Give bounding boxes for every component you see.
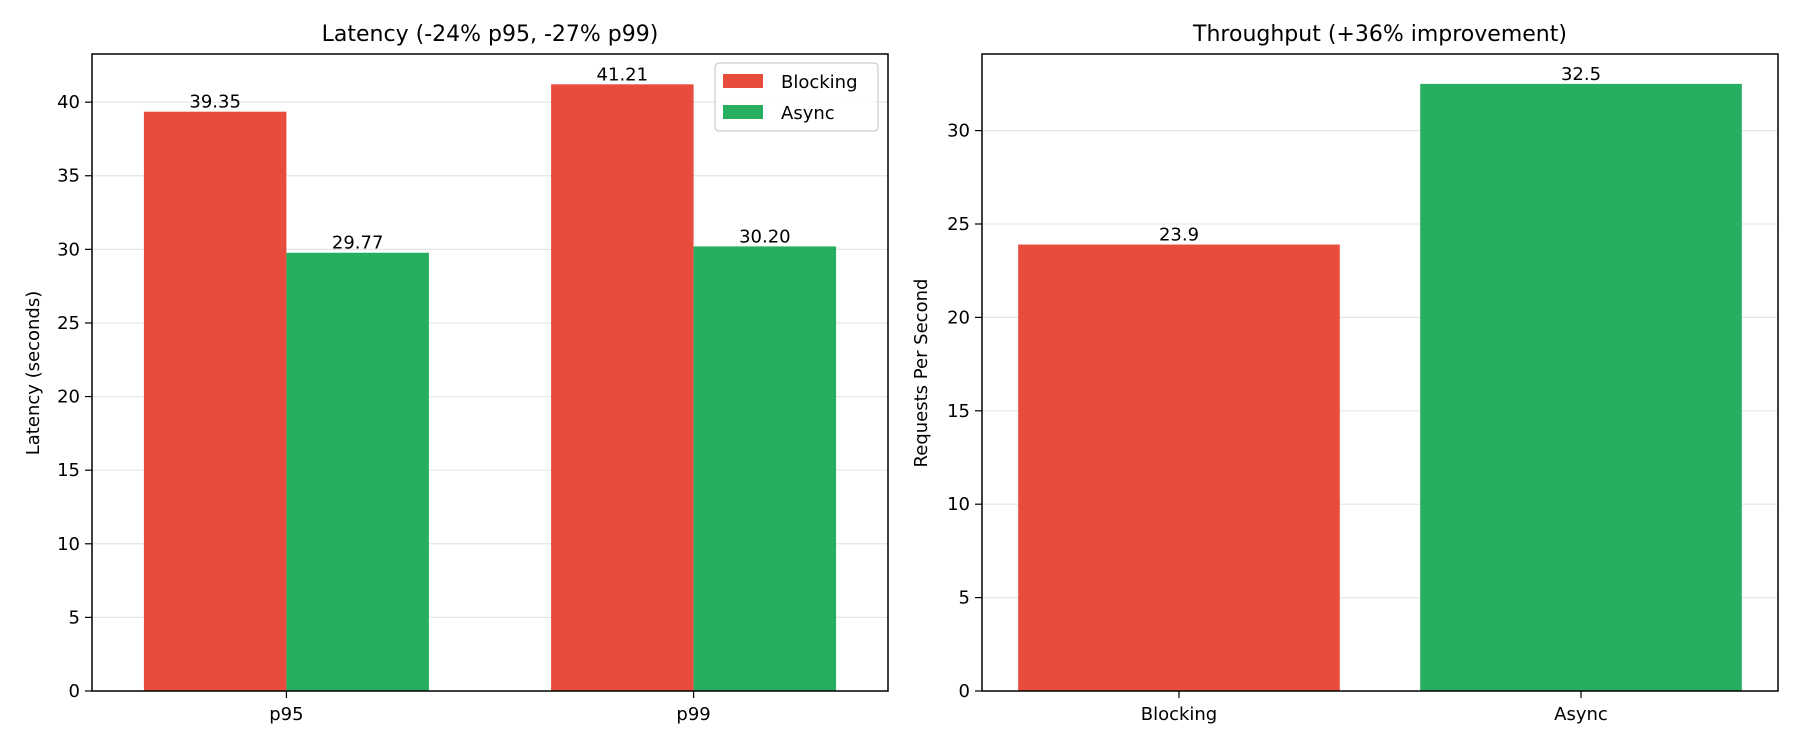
throughput-chart-title: Throughput (+36% improvement) [1192,22,1567,47]
latency-plot-frame [91,53,889,692]
y-tick-label-0: 0 [69,681,80,702]
latency-data-labels: 39.35 29.77 41.21 30.20 [189,64,790,253]
y-tick-label-30: 30 [57,239,80,260]
data-label-blocking-p95: 39.35 [189,92,241,113]
x-tick-label-async: Async [1554,704,1608,725]
latency-bars [143,84,837,692]
throughput-data-labels: 23.9 32.5 [1159,64,1601,246]
data-label-async-p99: 30.20 [739,226,791,247]
x-tick-label-p95: p95 [269,704,303,725]
latency-legend: Blocking Async [714,62,879,132]
y-tick-label-15: 15 [947,401,970,422]
throughput-chart: Throughput (+36% improvement) 23.9 32.5 0… [911,22,1779,725]
throughput-plot-frame [981,53,1779,692]
y-tick-label-35: 35 [57,166,80,187]
y-tick-label-20: 20 [947,307,970,328]
y-tick-label-10: 10 [947,494,970,515]
y-tick-label-40: 40 [57,92,80,113]
y-tick-label-25: 25 [57,313,80,334]
y-tick-label-5: 5 [959,588,970,609]
latency-chart: Latency (-24% p95, -27% p99) 39.35 29.77 4… [23,22,889,725]
bar-async-p95 [286,252,429,691]
data-label-async-p95: 29.77 [332,233,384,254]
data-label-blocking-p99: 41.21 [597,64,649,85]
throughput-bars [1018,83,1742,692]
latency-chart-title: Latency (-24% p95, -27% p99) [322,22,659,47]
bar-async [1420,83,1742,692]
latency-x-axis: p95 p99 [269,691,711,725]
legend-label-blocking: Blocking [781,72,858,93]
y-tick-label-15: 15 [57,460,80,481]
y-tick-label-20: 20 [57,387,80,408]
bar-blocking-p99 [551,84,694,692]
bar-blocking-p95 [143,111,287,691]
legend-label-async: Async [781,103,835,124]
legend-swatch-blocking [723,74,763,88]
throughput-y-axis: 0 5 10 15 20 25 30 [947,121,982,702]
latency-y-axis-label: Latency (seconds) [23,291,44,456]
x-tick-label-blocking: Blocking [1141,704,1218,725]
bar-async-p99 [693,246,837,691]
data-label-async: 32.5 [1561,64,1601,85]
throughput-y-axis-label: Requests Per Second [911,279,932,468]
y-tick-label-30: 30 [947,121,970,142]
y-tick-label-25: 25 [947,214,970,235]
legend-swatch-async [723,105,763,119]
data-label-blocking: 23.9 [1159,225,1199,246]
throughput-x-axis: Blocking Async [1141,691,1608,725]
y-tick-label-0: 0 [959,681,970,702]
x-tick-label-p99: p99 [676,704,710,725]
latency-y-axis: 0 5 10 15 20 25 30 35 40 [57,92,92,702]
bar-blocking [1018,244,1340,691]
y-tick-label-5: 5 [69,607,80,628]
y-tick-label-10: 10 [57,534,80,555]
